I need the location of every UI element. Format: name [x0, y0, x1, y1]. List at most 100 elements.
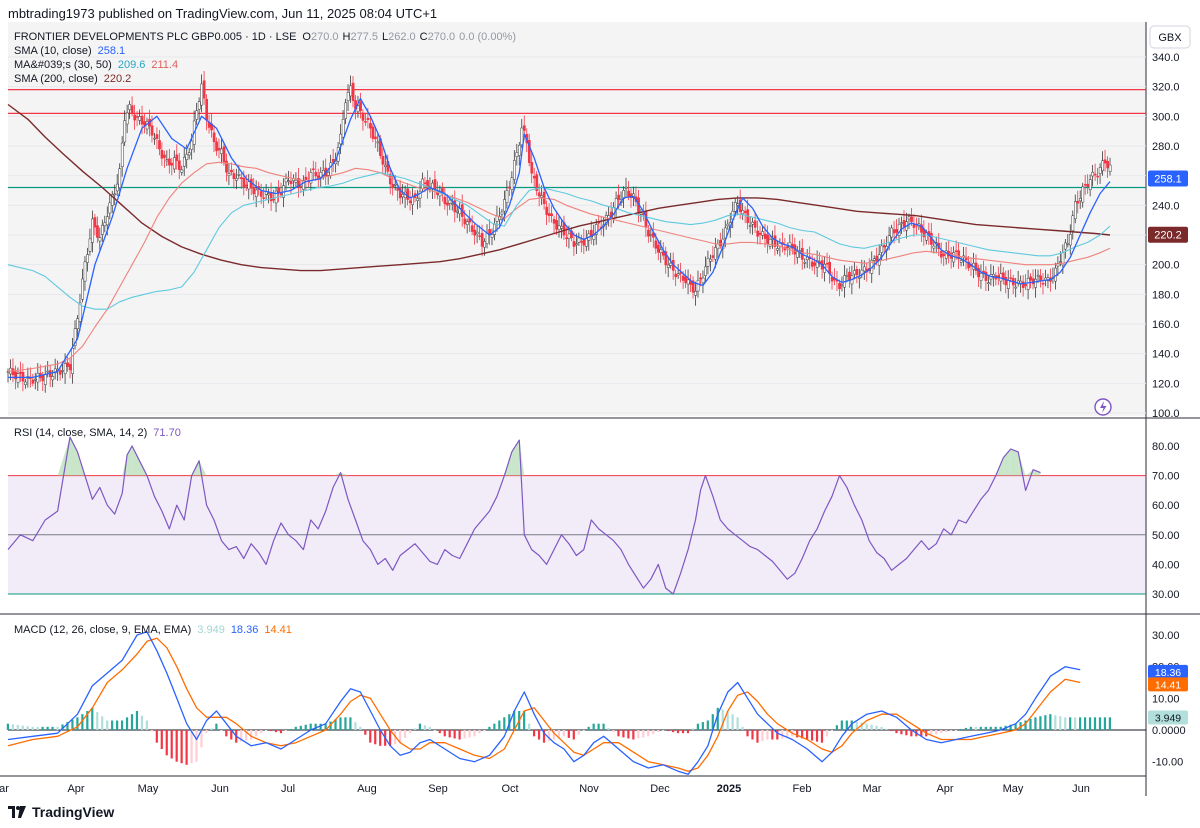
candle-body	[93, 217, 97, 228]
candle	[446, 194, 449, 216]
macd-histogram-bar	[801, 730, 804, 739]
time-tick-label: May	[138, 783, 159, 795]
candle	[992, 265, 995, 287]
macd-histogram-bar	[617, 730, 620, 737]
macd-histogram-bar	[1014, 723, 1017, 730]
macd-histogram-bar	[999, 726, 1002, 730]
candle-body	[230, 169, 233, 173]
candle-body	[614, 198, 618, 210]
candle	[416, 189, 419, 210]
macd-histogram-bar	[711, 714, 714, 730]
candle-body	[1106, 161, 1109, 169]
candle	[659, 240, 663, 263]
macd-histogram-bar	[478, 730, 481, 734]
macd-histogram-bar	[1039, 716, 1042, 730]
time-tick-label: Nov	[579, 783, 599, 795]
candle	[178, 152, 181, 180]
candle-body	[505, 190, 509, 204]
lightning-icon[interactable]	[1094, 398, 1112, 416]
candle-body	[406, 188, 410, 200]
macd-histogram-bar	[195, 730, 198, 762]
candle	[719, 232, 722, 249]
macd-histogram-bar	[567, 730, 570, 738]
sma10-line	[8, 97, 1111, 379]
candle-body	[1101, 160, 1105, 172]
macd-histogram-bar	[776, 730, 779, 740]
candle-body	[125, 112, 129, 125]
macd-value-tag: 14.41	[1148, 677, 1188, 692]
candle-body	[451, 203, 454, 205]
candle	[580, 234, 583, 253]
candle-body	[225, 160, 228, 173]
publisher-line: mbtrading1973 published on TradingView.c…	[8, 6, 438, 21]
candle-body	[753, 220, 757, 228]
candle-body	[480, 233, 484, 247]
candle	[165, 150, 169, 166]
candle-body	[163, 154, 166, 158]
candle	[356, 95, 360, 118]
candle-body	[36, 373, 40, 383]
candle	[664, 246, 668, 274]
macd-histogram-bar	[71, 719, 74, 730]
candle	[294, 172, 298, 188]
time-tick-label: May	[1003, 783, 1024, 795]
macd-histogram-bar	[771, 730, 774, 740]
macd-histogram-bar	[766, 730, 769, 740]
macd-histogram-bar	[289, 728, 292, 730]
candle-body	[532, 176, 536, 179]
rsi-overbought-fill	[1033, 469, 1041, 476]
candle-body	[212, 132, 216, 143]
macd-histogram-bar	[408, 730, 412, 734]
macd-histogram-bar	[503, 717, 506, 730]
candle	[768, 235, 772, 250]
currency-button[interactable]: GBX	[1149, 25, 1191, 49]
ma50-line	[7, 161, 1111, 373]
candle-body	[1093, 173, 1097, 176]
candle	[1034, 269, 1037, 298]
candle	[674, 269, 678, 287]
macd-histogram-bar	[676, 730, 680, 734]
macd-histogram-bar	[686, 730, 690, 734]
sma200-line	[7, 103, 1111, 272]
macd-histogram-bar	[493, 723, 496, 730]
candle	[155, 127, 159, 149]
rsi-overbought-fill	[132, 446, 140, 476]
candle-body	[1071, 215, 1075, 231]
macd-histogram-bar	[984, 726, 987, 730]
candle	[565, 227, 568, 247]
candle-body	[200, 83, 204, 106]
candle	[666, 257, 670, 278]
candle	[535, 171, 539, 196]
macd-histogram-bar	[964, 727, 968, 730]
candle-body	[115, 183, 119, 192]
candle-body	[259, 191, 263, 197]
candle-body	[1059, 261, 1062, 263]
macd-histogram-bar	[215, 723, 218, 730]
candle	[182, 147, 186, 176]
legend-sma10: SMA (10, close) 258.1	[14, 45, 125, 57]
candle-body	[252, 187, 256, 195]
time-tick-label: Dec	[650, 783, 670, 795]
candle	[443, 186, 447, 210]
candle-body	[1086, 183, 1090, 188]
candle-body	[190, 140, 194, 150]
candle-body	[202, 80, 206, 99]
candle	[217, 138, 221, 159]
candle-body	[565, 237, 568, 239]
candle-body	[493, 224, 496, 235]
candle-body	[173, 157, 176, 170]
candle-body	[743, 210, 747, 213]
candle	[537, 183, 541, 207]
macd-histogram-bar	[150, 730, 153, 732]
chart-canvas[interactable]: 340.0320.0300.0280.0260.0240.0220.0200.0…	[0, 22, 1200, 800]
candle	[518, 141, 521, 166]
candle	[736, 195, 740, 216]
candle	[957, 241, 961, 269]
macd-histogram-bar	[135, 711, 139, 730]
candle	[1014, 277, 1018, 298]
candle-body	[979, 273, 983, 281]
candle	[252, 178, 256, 201]
candle	[505, 180, 509, 209]
candle-body	[577, 237, 581, 243]
candle-body	[669, 262, 673, 266]
